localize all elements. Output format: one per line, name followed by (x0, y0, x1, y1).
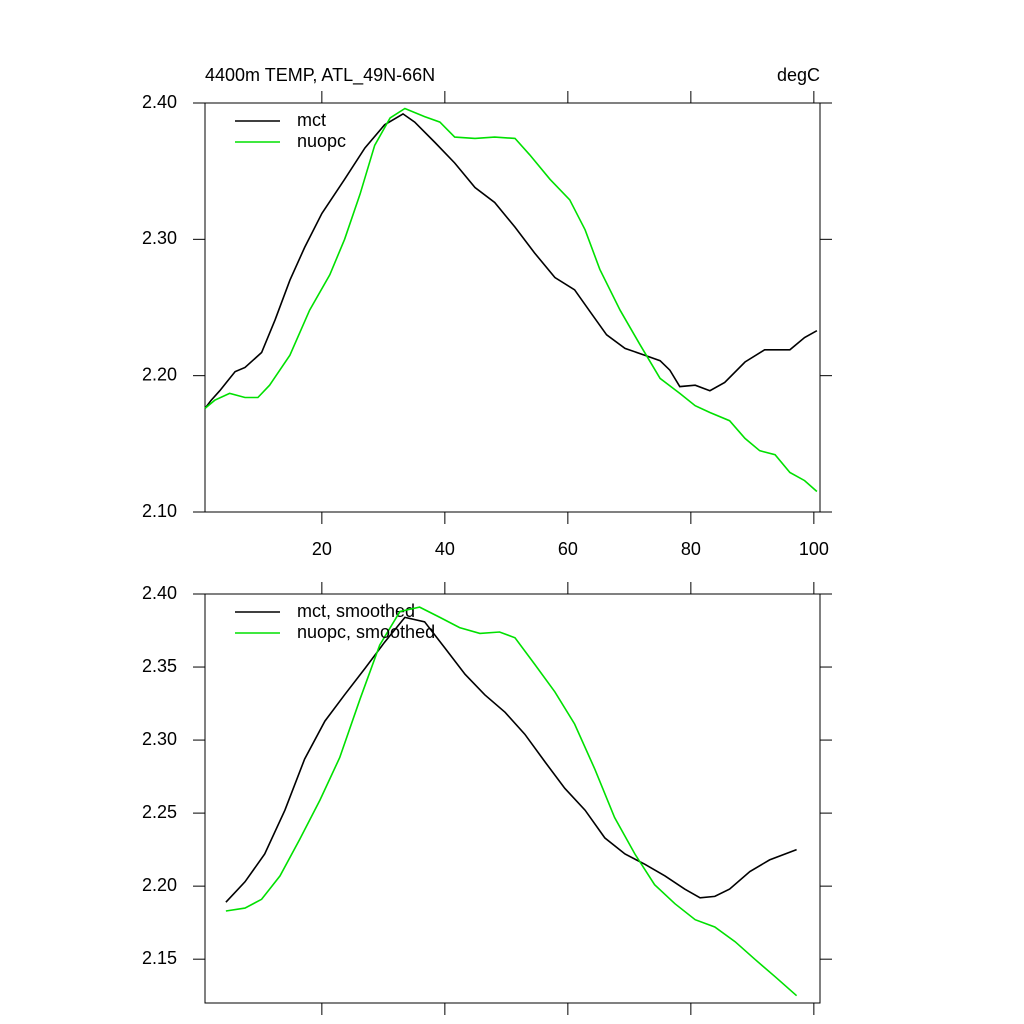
chart-title: 4400m TEMP, ATL_49N-66N (205, 65, 435, 86)
legend-label: mct, smoothed (297, 601, 415, 621)
series-line (204, 112, 818, 409)
y-tick-label: 2.40 (142, 92, 177, 112)
units-label: degC (777, 65, 820, 85)
series-line (204, 107, 818, 493)
y-tick-label: 2.40 (142, 583, 177, 603)
y-tick-label: 2.20 (142, 364, 177, 384)
x-tick-label: 60 (558, 539, 578, 559)
y-tick-label: 2.15 (142, 948, 177, 968)
x-tick-label: 80 (681, 539, 701, 559)
x-tick-label: 100 (799, 539, 829, 559)
y-tick-label: 2.30 (142, 729, 177, 749)
legend-label: nuopc, smoothed (297, 622, 435, 642)
series-line (225, 616, 797, 903)
plot-frame (204, 102, 821, 513)
y-tick-label: 2.25 (142, 802, 177, 822)
series-line (225, 606, 798, 997)
y-tick-label: 2.35 (142, 656, 177, 676)
legend-label: nuopc (297, 131, 346, 151)
y-tick-label: 2.10 (142, 501, 177, 521)
plot-frame (204, 593, 821, 1004)
x-tick-label: 20 (312, 539, 332, 559)
y-tick-label: 2.30 (142, 228, 177, 248)
x-tick-label: 40 (435, 539, 455, 559)
legend-label: mct (297, 110, 326, 130)
y-tick-label: 2.20 (142, 875, 177, 895)
